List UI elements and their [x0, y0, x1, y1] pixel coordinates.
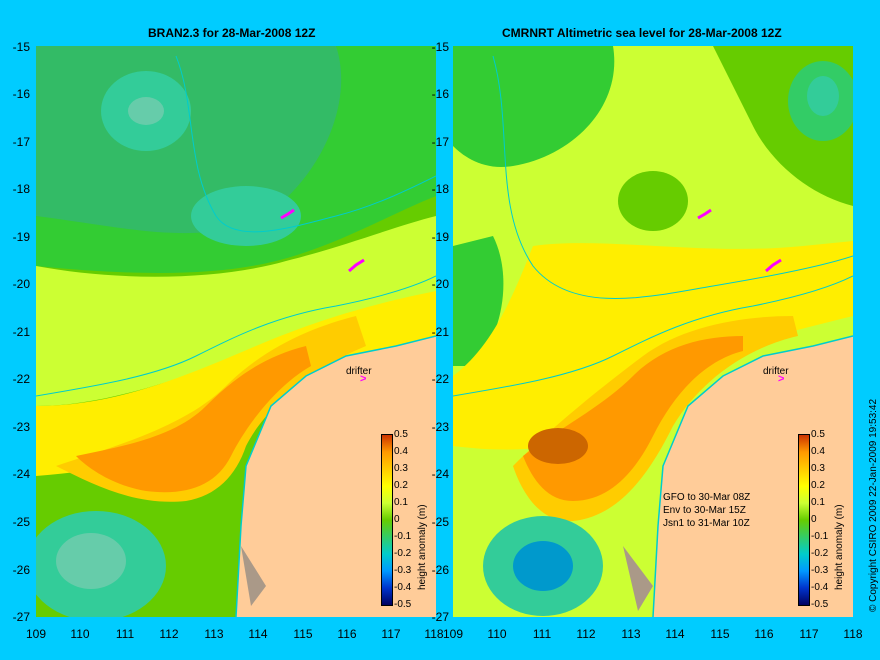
right-map-title: CMRNRT Altimetric sea level for 28-Mar-2… — [502, 26, 782, 40]
y-tick-right: -27 — [431, 610, 449, 624]
obs-note: GFO to 30-Mar 08Z — [663, 492, 751, 503]
colorbar-tick: 0.4 — [811, 446, 825, 457]
y-tick-left: -18 — [12, 182, 30, 196]
x-tick-right: 114 — [665, 627, 685, 641]
x-tick-right: 115 — [710, 627, 730, 641]
colorbar-tick: -0.2 — [394, 548, 412, 559]
colorbar-tick: 0.3 — [811, 463, 825, 474]
x-tick-left: 118 — [424, 627, 444, 641]
right-map-panel — [453, 46, 853, 617]
y-tick-right: -23 — [431, 420, 449, 434]
x-tick-left: 109 — [25, 627, 47, 641]
colorbar-tick: 0.1 — [811, 497, 825, 508]
y-tick-right: -19 — [431, 230, 449, 244]
y-tick-right: -24 — [431, 467, 449, 481]
y-tick-right: -22 — [431, 372, 449, 386]
x-tick-right: 112 — [576, 627, 596, 641]
colorbar-tick: -0.1 — [811, 531, 829, 542]
x-tick-left: 112 — [159, 627, 179, 641]
y-tick-right: -26 — [431, 563, 449, 577]
left-map-title: BRAN2.3 for 28-Mar-2008 12Z — [148, 26, 316, 40]
colorbar-tick: 0.4 — [394, 446, 408, 457]
colorbar-title: height anomaly (m) — [834, 504, 845, 590]
x-tick-left: 115 — [293, 627, 313, 641]
x-tick-right: 118 — [843, 627, 863, 641]
x-tick-left: 114 — [248, 627, 268, 641]
x-tick-right: 109 — [442, 627, 464, 641]
y-tick-left: -23 — [12, 420, 30, 434]
y-tick-left: -22 — [12, 372, 30, 386]
y-tick-right: -20 — [431, 277, 449, 291]
colorbar-tick: -0.5 — [394, 599, 412, 610]
obs-note: Env to 30-Mar 15Z — [663, 505, 746, 516]
x-tick-left: 111 — [115, 627, 135, 641]
colorbar-tick: -0.4 — [811, 582, 829, 593]
colorbar-tick: 0.2 — [394, 480, 408, 491]
y-tick-left: -16 — [12, 87, 30, 101]
colorbar-left — [381, 434, 393, 606]
x-tick-left: 117 — [381, 627, 401, 641]
y-tick-left: -26 — [12, 563, 30, 577]
x-tick-left: 113 — [204, 627, 224, 641]
colorbar-title: height anomaly (m) — [417, 504, 428, 590]
y-tick-left: -20 — [12, 277, 30, 291]
y-tick-right: -16 — [431, 87, 449, 101]
colorbar-tick: -0.4 — [394, 582, 412, 593]
left-map-panel — [36, 46, 436, 617]
x-tick-right: 116 — [754, 627, 774, 641]
left-map-canvas — [36, 46, 436, 617]
right-map-canvas — [453, 46, 853, 617]
colorbar-tick: -0.3 — [811, 565, 829, 576]
y-tick-left: -24 — [12, 467, 30, 481]
y-tick-left: -19 — [12, 230, 30, 244]
y-tick-left: -25 — [12, 515, 30, 529]
y-tick-left: -15 — [12, 40, 30, 54]
drifter-arrow-icon: > — [360, 373, 367, 385]
colorbar-tick: 0 — [811, 514, 817, 525]
x-tick-left: 110 — [70, 627, 90, 641]
y-tick-right: -18 — [431, 182, 449, 196]
drifter-label-left: drifter — [346, 366, 372, 377]
x-tick-right: 111 — [532, 627, 552, 641]
drifter-label-right: drifter — [763, 366, 789, 377]
y-tick-left: -21 — [12, 325, 30, 339]
copyright-note: © Copyright CSIRO 2009 22-Jan-2009 19:53… — [868, 398, 879, 612]
x-tick-right: 110 — [487, 627, 507, 641]
colorbar-tick: -0.5 — [811, 599, 829, 610]
y-tick-left: -17 — [12, 135, 30, 149]
colorbar-tick: 0.5 — [394, 429, 408, 440]
y-tick-right: -21 — [431, 325, 449, 339]
y-tick-left: -27 — [12, 610, 30, 624]
colorbar-tick: 0 — [394, 514, 400, 525]
obs-note: Jsn1 to 31-Mar 10Z — [663, 518, 750, 529]
colorbar-tick: 0.1 — [394, 497, 408, 508]
colorbar-tick: 0.2 — [811, 480, 825, 491]
x-tick-left: 116 — [337, 627, 357, 641]
colorbar-right — [798, 434, 810, 606]
x-tick-right: 117 — [799, 627, 819, 641]
colorbar-tick: 0.5 — [811, 429, 825, 440]
x-tick-right: 113 — [621, 627, 641, 641]
drifter-arrow-icon: > — [778, 373, 785, 385]
colorbar-tick: 0.3 — [394, 463, 408, 474]
colorbar-tick: -0.2 — [811, 548, 829, 559]
y-tick-right: -25 — [431, 515, 449, 529]
y-tick-right: -15 — [431, 40, 449, 54]
colorbar-tick: -0.1 — [394, 531, 412, 542]
y-tick-right: -17 — [431, 135, 449, 149]
colorbar-tick: -0.3 — [394, 565, 412, 576]
